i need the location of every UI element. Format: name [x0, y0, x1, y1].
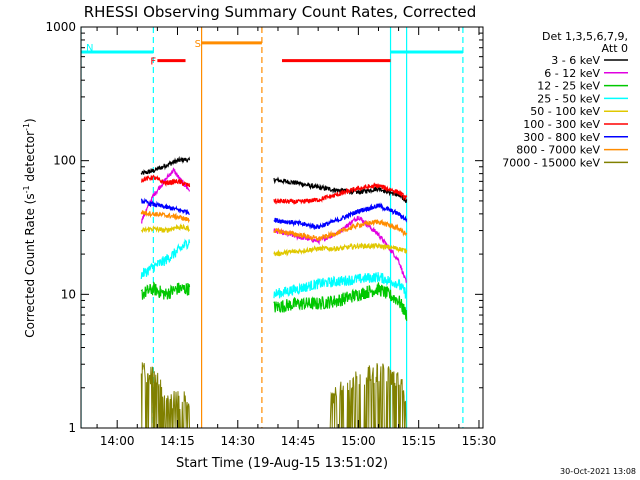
x-axis-label: Start Time (19-Aug-15 13:51:02) [176, 456, 388, 471]
series-line-0-0 [140, 155, 191, 175]
y-tick-label: 1000 [45, 20, 76, 34]
series-line-3-0 [140, 238, 191, 280]
state-bar-label-4: S [195, 39, 201, 50]
legend-entry-label: 50 - 100 keV [530, 105, 600, 118]
chart-title: RHESSI Observing Summary Count Rates, Co… [84, 3, 477, 21]
y-axis-label-exp-1: -1 [22, 185, 31, 193]
legend-entry-label: 300 - 800 keV [523, 131, 600, 144]
series-line-2-1 [273, 282, 408, 321]
legend-entry-label: 6 - 12 keV [544, 67, 600, 80]
x-tick-label: 14:45 [281, 434, 316, 448]
series-line-6-0 [140, 197, 190, 216]
legend-entry-label: 3 - 6 keV [551, 54, 600, 67]
footer-date: 30-Oct-2021 13:08 [560, 467, 636, 476]
y-axis-label-exp-2: -1 [22, 123, 31, 131]
x-tick-label: 14:30 [220, 434, 255, 448]
y-axis-label-part-3: ) [23, 118, 37, 123]
plot-clip-group [81, 27, 464, 428]
legend-header-line-1: Det 1,3,5,6,7,9, [542, 30, 628, 43]
series-line-7-0 [140, 210, 190, 224]
series-line-8-0 [140, 362, 190, 428]
legend-header-line-2: Att 0 [602, 42, 628, 55]
series-line-8-1 [329, 363, 407, 428]
plot-frame [80, 26, 484, 429]
series-line-4-1 [273, 242, 408, 257]
y-axis-label-part-1: Corrected Count Rate (s [23, 193, 37, 337]
y-axis-label: Corrected Count Rate (s-1 detector-1) [22, 118, 37, 337]
x-tick-label: 14:00 [100, 434, 135, 448]
x-tick-label: 14:15 [160, 434, 195, 448]
series-line-2-0 [140, 281, 191, 300]
y-tick-label: 1 [68, 421, 76, 435]
series-line-6-1 [273, 202, 408, 231]
y-tick-label: 10 [61, 287, 76, 301]
legend-entry-label: 800 - 7000 keV [516, 144, 600, 157]
x-tick-label: 15:15 [401, 434, 436, 448]
x-tick-label: 15:30 [462, 434, 497, 448]
legend-entry-label: 7000 - 15000 keV [502, 156, 600, 169]
y-axis-label-part-2: detector [23, 131, 37, 186]
x-tick-label: 15:00 [341, 434, 376, 448]
series-line-3-1 [273, 272, 408, 299]
axes: 1 10 100 1000 14:00 14:15 14:30 14:45 15:00 15:15… [45, 20, 496, 448]
legend-entry-label: 100 - 300 keV [523, 118, 600, 131]
series-line-4-0 [140, 223, 190, 234]
series-line-5-0 [141, 174, 191, 188]
y-tick-label: 100 [53, 154, 76, 168]
plot-area: N F S [81, 27, 464, 428]
series-line-5-1 [273, 182, 408, 205]
state-bar-label-0: N [86, 43, 93, 54]
legend-entry-label: 25 - 50 keV [537, 92, 600, 105]
series-line-7-1 [273, 218, 408, 242]
state-bar-label-2: F [150, 57, 156, 68]
legend-entry-label: 12 - 25 keV [537, 80, 600, 93]
